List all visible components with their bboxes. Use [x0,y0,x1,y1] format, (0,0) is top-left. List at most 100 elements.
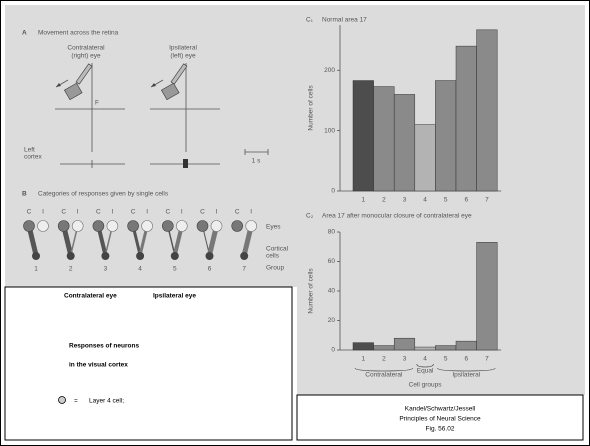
eye-letter: C [96,209,101,216]
slide: A Movement across the retina Contralater… [0,0,590,446]
bar [435,346,456,350]
eye-c [232,221,243,232]
x-tick-label: 3 [403,197,407,204]
scale-label: 1 s [252,158,261,165]
y-tick-label: 80 [328,229,336,236]
x-tick-label: 7 [485,356,489,363]
bar [435,81,456,191]
eye-letter: I [181,209,183,216]
row-label: Eyes [266,224,281,231]
eye-c [93,221,104,232]
panel-label: A [22,30,27,37]
group-label: Contralateral [365,372,403,379]
x-tick-label: 6 [464,356,468,363]
citation: Kandel/Schwartz/Jessell [405,406,476,413]
x-tick-label: 5 [444,197,448,204]
row-label: cells [266,253,280,260]
eye-c [197,221,208,232]
note: Layer 4 cell; [89,398,124,405]
panel-label: B [22,191,27,198]
eye-letter: I [146,209,148,216]
figure-panel-left [5,5,297,287]
cortical-cell [206,252,214,260]
eye-letter: C [131,209,136,216]
group-number: 2 [69,266,73,273]
eye-label: Contralateral [67,45,105,52]
cortical-cell [136,252,144,260]
slide-title: Responses of neurons [69,343,139,350]
x-tick-label: 4 [423,197,427,204]
x-tick-label: 7 [485,197,489,204]
bar [394,338,415,350]
x-tick-label: 4 [423,356,427,363]
bar [374,346,395,350]
y-axis-label: Number of cells [308,268,315,314]
group-number: 5 [173,266,177,273]
chart-title: Normal area 17 [322,17,367,24]
bar [415,347,436,350]
x-axis-label: Cell groups [409,382,443,389]
cortical-cell [171,252,179,260]
eye-legend: Contralateral eye [64,293,117,300]
panel-title: Movement across the retina [38,30,119,37]
x-tick-label: 3 [403,356,407,363]
eye-i [142,221,153,232]
y-tick-label: 20 [328,317,336,324]
y-tick-label: 40 [328,288,336,295]
eye-i [38,221,49,232]
cortical-cell [32,252,40,260]
group-number: 1 [34,266,38,273]
x-tick-label: 6 [464,197,468,204]
bar [456,341,477,350]
group-label: Ipsilateral [452,372,480,379]
eye-label: Ipsilateral [169,45,197,52]
eye-label: (right) eye [71,53,101,60]
y-axis-label: Number of cells [308,85,315,131]
bar [456,46,477,191]
chart-panel-label: C₁ [306,17,314,24]
eye-letter: I [250,209,252,216]
bar [415,125,436,191]
cortical-cell [240,252,248,260]
cortex-label: Left [24,147,35,154]
eye-i [107,221,118,232]
x-tick-label: 2 [382,356,386,363]
row-label: Group [266,265,284,272]
bar [394,94,415,191]
slide-title: in the visual cortex [69,362,128,369]
equals: = [74,398,78,405]
eye-legend: Ipsilateral eye [153,293,196,300]
bar [477,30,498,191]
eye-letter: I [216,209,218,216]
eye-i [72,221,83,232]
group-number: 4 [138,266,142,273]
group-number: 7 [242,266,246,273]
cortical-cell [101,252,109,260]
group-number: 6 [208,266,212,273]
eye-i [246,221,257,232]
bar [374,87,395,191]
y-tick-label: 0 [331,347,335,354]
group-label: Equal [417,368,434,375]
row-label: Cortical [266,246,289,253]
x-tick-label: 2 [382,197,386,204]
eye-letter: I [42,209,44,216]
eye-letter: I [77,209,79,216]
chart-title: Area 17 after monocular closure of contr… [322,213,472,220]
citation: Fig. 56.02 [426,426,455,433]
chart-panel-label: C₂ [306,213,314,220]
y-tick-label: 200 [324,67,335,74]
eye-c [162,221,173,232]
fixation-label: F [95,100,99,107]
x-tick-label: 1 [361,197,365,204]
y-tick-label: 100 [324,127,335,134]
bar [353,343,374,350]
eye-letter: C [27,209,32,216]
y-tick-label: 60 [328,258,336,265]
cortex-label: cortex [24,154,42,161]
text-box [5,287,292,440]
eye-letter: C [200,209,205,216]
x-tick-label: 1 [361,356,365,363]
eye-letter: C [61,209,66,216]
group-number: 3 [104,266,108,273]
